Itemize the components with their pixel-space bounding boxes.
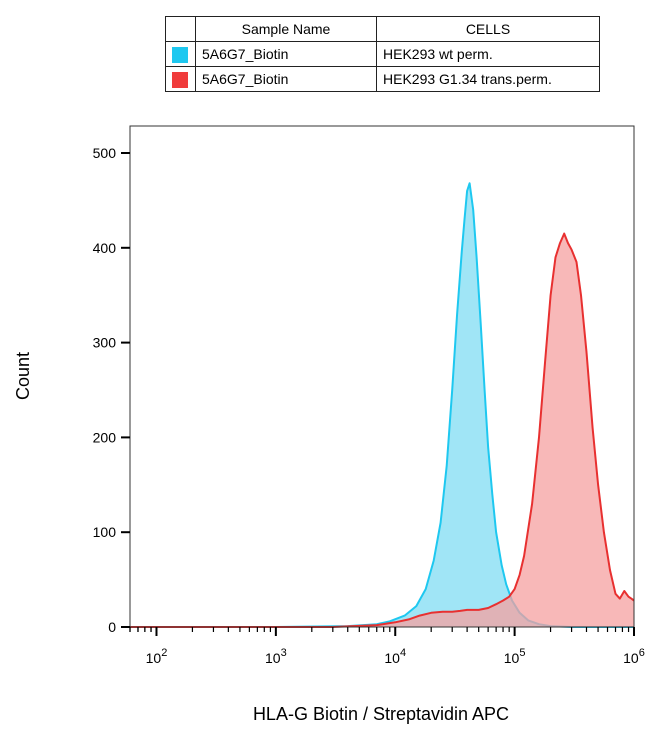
y-tick-label: 500 <box>93 145 117 161</box>
series-area <box>130 233 634 627</box>
legend-sample-name: 5A6G7_Biotin <box>195 66 377 92</box>
plot-frame <box>129 125 635 628</box>
series-layer <box>130 182 635 628</box>
y-tick-label: 0 <box>108 619 116 635</box>
y-tick-label: 300 <box>93 335 117 351</box>
series-line <box>130 232 635 628</box>
legend-row: 5A6G7_Biotin HEK293 wt perm. <box>165 41 600 67</box>
x-tick-label: 103 <box>265 647 287 666</box>
x-tick-label: 104 <box>384 647 406 666</box>
x-axis-title: HLA-G Biotin / Streptavidin APC <box>253 704 509 724</box>
y-tick-label: 200 <box>93 429 117 445</box>
legend-row: 5A6G7_Biotin HEK293 G1.34 trans.perm. <box>165 66 600 92</box>
legend-cells-value: HEK293 wt perm. <box>376 41 600 67</box>
legend-swatch-cell <box>165 41 196 67</box>
y-tick-label: 100 <box>93 524 117 540</box>
y-tick-label: 400 <box>93 240 117 256</box>
legend-cells-value: HEK293 G1.34 trans.perm. <box>376 66 600 92</box>
legend-swatch-blue <box>172 46 188 63</box>
legend-table: Sample Name CELLS 5A6G7_Biotin HEK293 wt… <box>165 16 600 92</box>
x-tick-label: 105 <box>504 647 526 666</box>
axis-layer: 0 100 200 300 400 500 102 103 104 105 106 <box>93 145 645 666</box>
legend-swatch-red <box>172 71 188 88</box>
y-axis-title: Count <box>13 352 33 400</box>
x-tick-label: 106 <box>623 647 645 666</box>
legend-swatch-cell <box>165 66 196 92</box>
x-tick-label: 102 <box>146 647 168 666</box>
